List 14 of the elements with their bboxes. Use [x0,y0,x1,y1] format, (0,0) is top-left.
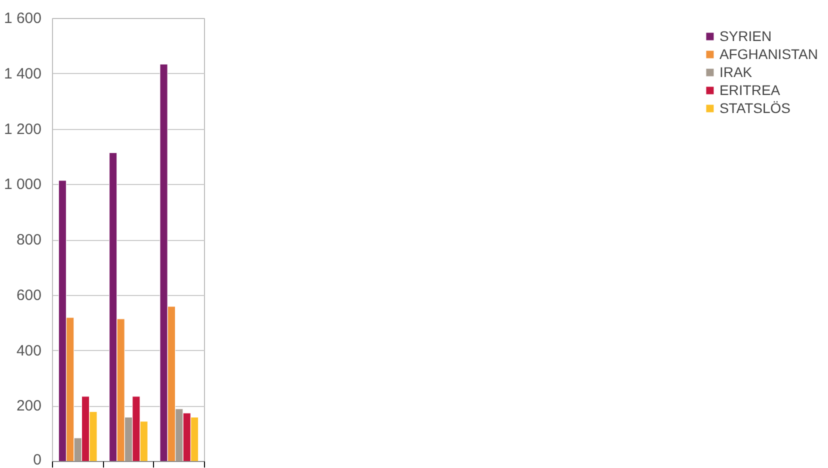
legend-label: IRAK [719,64,752,80]
y-tick-label: 200 [16,398,42,415]
y-tick-label: 1 000 [4,176,42,194]
y-tick-label: 600 [16,286,42,304]
y-tick-label: 0 [33,452,42,468]
legend-label: STATSLÖS [719,100,791,116]
y-tick-label: 1 200 [4,120,42,138]
y-tick-label: 1 400 [4,65,42,82]
y-tick-label: 800 [16,232,42,248]
y-tick-label: 400 [16,342,42,360]
legend-label: SYRIEN [719,28,772,44]
legend-label: AFGHANISTAN [719,46,818,62]
legend-label: ERITREA [719,82,780,98]
y-tick-label: 1 600 [4,10,42,27]
